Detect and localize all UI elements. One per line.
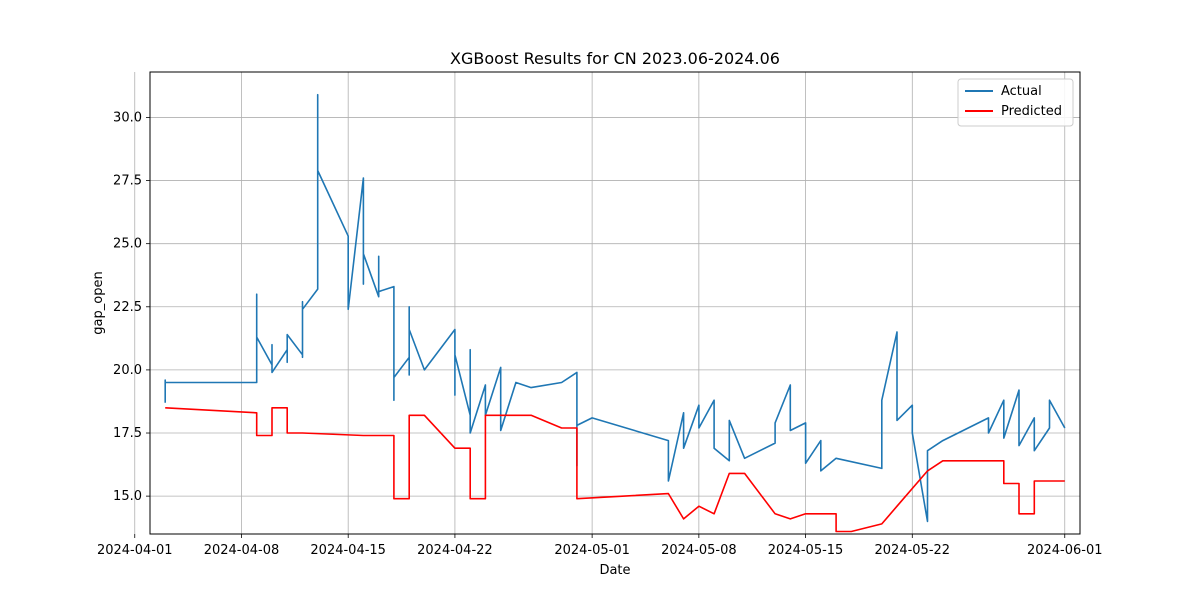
axis-ticks: 2024-04-01 2024-04-08 2024-04-15 2024-04-22… — [97, 110, 1103, 558]
legend-label-predicted: Predicted — [1001, 104, 1062, 119]
x-tick-label: 2024-06-01 — [1027, 543, 1103, 558]
series-line-predicted — [165, 406, 1065, 533]
x-axis-label: Date — [599, 563, 630, 578]
y-tick-label: 15.0 — [113, 489, 142, 504]
y-axis-label: gap_open — [91, 271, 106, 334]
x-tick-label: 2024-04-08 — [204, 543, 280, 558]
series-line-actual — [164, 93, 1066, 523]
x-tick-label: 2024-04-01 — [97, 543, 173, 558]
legend: Actual Predicted — [957, 78, 1074, 127]
x-tick-label: 2024-04-22 — [417, 543, 493, 558]
y-tick-label: 30.0 — [113, 110, 142, 125]
x-tick-label: 2024-05-15 — [768, 543, 844, 558]
chart-title: XGBoost Results for CN 2023.06-2024.06 — [450, 49, 780, 68]
legend-label-actual: Actual — [1001, 84, 1042, 99]
y-tick-label: 22.5 — [113, 300, 142, 315]
y-tick-label: 17.5 — [113, 426, 142, 441]
plot-frame — [149, 71, 1081, 535]
plot-area — [164, 93, 1066, 533]
y-tick-label: 27.5 — [113, 174, 142, 189]
x-tick-label: 2024-05-22 — [875, 543, 951, 558]
y-tick-label: 20.0 — [113, 363, 142, 378]
x-tick-label: 2024-04-15 — [310, 543, 386, 558]
y-tick-label: 25.0 — [113, 237, 142, 252]
x-tick-label: 2024-05-01 — [554, 543, 630, 558]
x-tick-label: 2024-05-08 — [661, 543, 737, 558]
